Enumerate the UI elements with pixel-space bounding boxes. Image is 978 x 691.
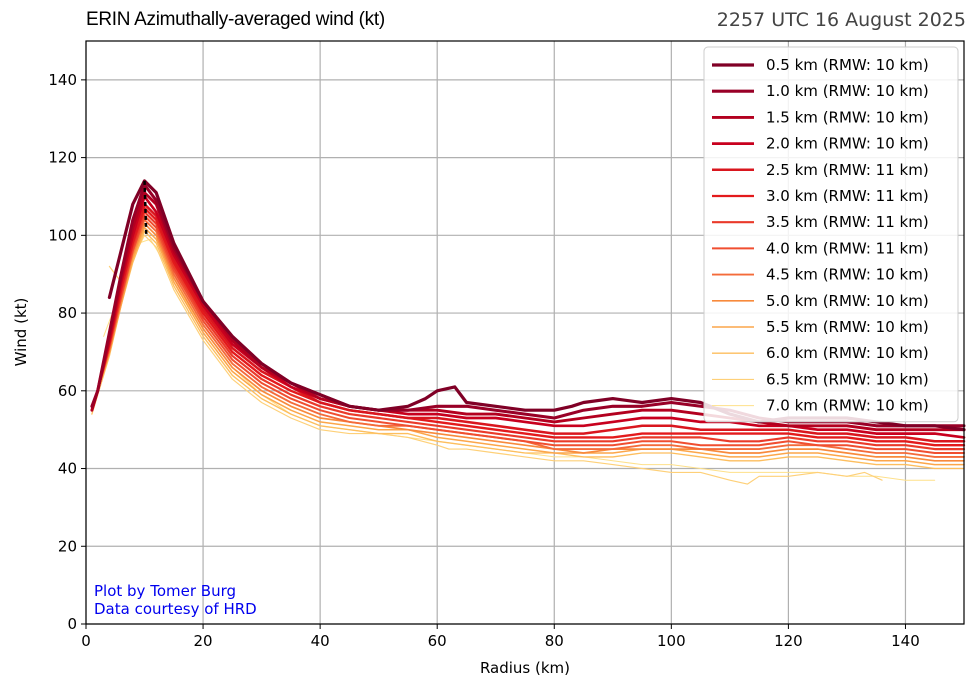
y-tick-label: 60	[58, 382, 77, 400]
legend-entry: 5.5 km (RMW: 10 km)	[766, 318, 929, 336]
legend-entry: 2.0 km (RMW: 10 km)	[766, 135, 929, 153]
rmw-marker	[143, 180, 148, 236]
x-tick-label: 80	[545, 632, 564, 650]
series-line	[91, 226, 965, 466]
series-line	[108, 234, 883, 485]
chart-subtitle: 2257 UTC 16 August 2025	[716, 9, 966, 31]
y-tick-label: 140	[48, 71, 77, 89]
x-tick-label: 120	[774, 632, 803, 650]
annotation-text: Data courtesy of HRD	[94, 600, 257, 618]
x-tick-label: 100	[657, 632, 686, 650]
y-tick-label: 100	[48, 226, 77, 244]
series-lines	[90, 179, 966, 485]
legend-entry: 2.5 km (RMW: 11 km)	[766, 161, 929, 179]
x-tick-label: 20	[194, 632, 213, 650]
legend-entry: 3.0 km (RMW: 11 km)	[766, 187, 929, 205]
legend-entry: 0.5 km (RMW: 10 km)	[766, 56, 929, 74]
plot-frame	[85, 40, 965, 625]
legend-entry: 6.5 km (RMW: 10 km)	[766, 370, 929, 388]
x-tick-label: 140	[891, 632, 920, 650]
legend-entry: 4.5 km (RMW: 10 km)	[766, 266, 929, 284]
legend-entry: 3.5 km (RMW: 11 km)	[766, 213, 929, 231]
chart-title: ERIN Azimuthally-averaged wind (kt)	[86, 9, 385, 30]
series-line	[90, 210, 966, 451]
legend-entry: 1.5 km (RMW: 10 km)	[766, 108, 929, 126]
x-tick-label: 40	[311, 632, 330, 650]
legend-box	[703, 46, 959, 423]
series-line	[91, 230, 965, 470]
legend-entry: 6.0 km (RMW: 10 km)	[766, 344, 929, 362]
y-axis-label: Wind (kt)	[12, 298, 30, 367]
y-tick-label: 40	[58, 460, 77, 478]
x-axis-label: Radius (km)	[480, 659, 570, 677]
series-line	[90, 191, 966, 432]
annotation-text: Plot by Tomer Burg	[94, 582, 236, 600]
y-tick-label: 20	[58, 537, 77, 555]
series-line	[91, 222, 965, 462]
series-line	[90, 206, 966, 447]
legend-entry: 4.0 km (RMW: 11 km)	[766, 239, 929, 257]
legend-entry: 5.0 km (RMW: 10 km)	[766, 292, 929, 310]
x-tick-label: 0	[81, 632, 91, 650]
axis-ticks: 0 20 40 60 80 100 120 140 0 20 40 60 80 100 120 140	[48, 71, 919, 650]
legend: 0.5 km (RMW: 10 km) 1.0 km (RMW: 10 km) 1.…	[703, 46, 959, 423]
y-tick-label: 120	[48, 149, 77, 167]
rmw-dashed-line	[143, 180, 148, 236]
legend-entry: 7.0 km (RMW: 10 km)	[766, 397, 929, 415]
y-tick-label: 0	[67, 615, 77, 633]
series-line	[90, 202, 966, 443]
x-tick-label: 60	[428, 632, 447, 650]
series-line	[90, 214, 966, 455]
y-tick-label: 80	[58, 304, 77, 322]
legend-entry: 1.0 km (RMW: 10 km)	[766, 82, 929, 100]
grid	[85, 41, 964, 625]
